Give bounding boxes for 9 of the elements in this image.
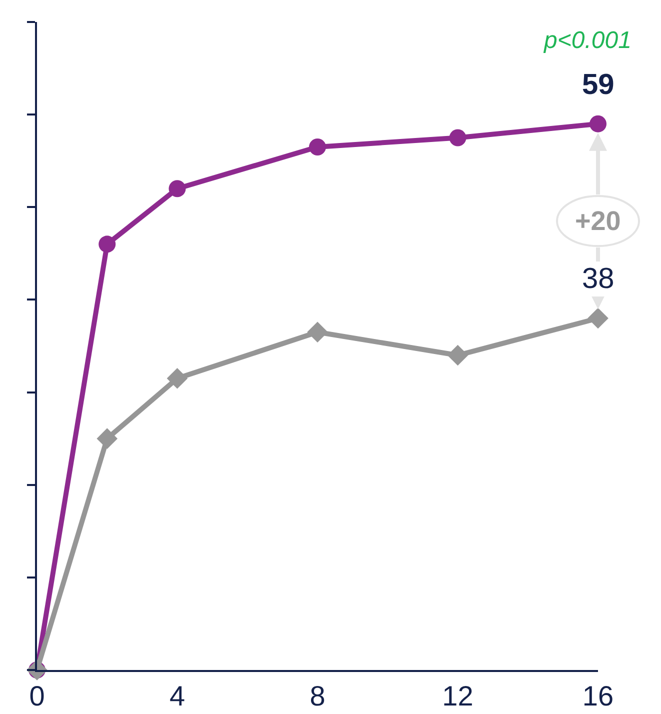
annotation: +20 (575, 206, 621, 236)
x-tick-label: 4 (169, 680, 186, 712)
annotation: p<0.001 (543, 27, 632, 54)
x-tick-label: 8 (310, 680, 326, 712)
data-label: 38 (582, 263, 614, 295)
data-label: 59 (582, 69, 614, 101)
x-tick-label: 16 (582, 680, 614, 712)
x-tick-label: 12 (442, 680, 474, 712)
x-tick-label: 0 (29, 680, 45, 712)
